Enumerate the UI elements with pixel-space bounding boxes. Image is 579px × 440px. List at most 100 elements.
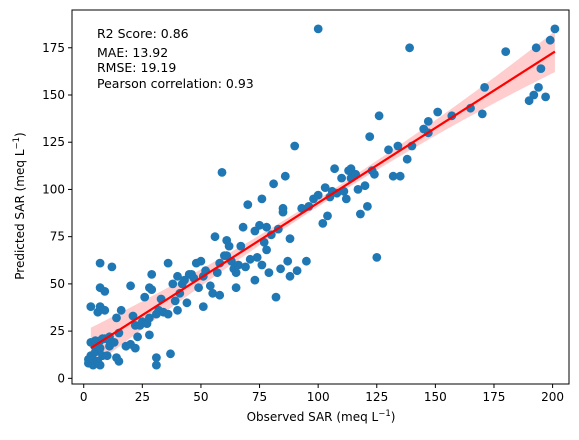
data-point (550, 24, 560, 34)
data-point (208, 288, 218, 298)
data-point (405, 43, 414, 53)
data-point (285, 271, 295, 281)
data-point (337, 173, 346, 183)
data-point (384, 145, 393, 155)
data-point (100, 305, 110, 315)
data-point (224, 241, 234, 251)
data-point (130, 343, 140, 353)
data-point (360, 181, 370, 191)
stats-r2: R2 Score: 0.86 (97, 26, 189, 41)
stats-pearson: Pearson correlation: 0.93 (97, 76, 254, 91)
data-point (198, 302, 208, 311)
data-point (365, 132, 375, 142)
data-point (339, 186, 349, 196)
data-point (231, 283, 241, 293)
data-point (374, 111, 384, 121)
data-point (259, 237, 269, 247)
data-point (395, 171, 405, 181)
data-point (107, 262, 117, 272)
y-tick-label: 75 (50, 230, 65, 244)
data-point (210, 232, 220, 242)
data-point (271, 292, 281, 302)
data-point (163, 309, 173, 319)
data-point (196, 256, 206, 266)
stats-annotation: R2 Score: 0.86 MAE: 13.92 RMSE: 19.19 Pe… (97, 26, 254, 91)
data-point (114, 356, 124, 366)
data-point (353, 185, 363, 194)
y-tick-label: 125 (42, 135, 65, 149)
data-point (313, 24, 323, 34)
data-point (243, 200, 253, 210)
data-point (501, 47, 511, 56)
data-point (541, 92, 550, 102)
data-point (363, 202, 372, 211)
data-point (163, 258, 173, 268)
data-point (128, 311, 138, 321)
data-point (145, 313, 154, 323)
data-point (95, 343, 105, 353)
data-point (212, 268, 222, 277)
data-point (285, 234, 295, 244)
data-point (126, 281, 135, 291)
y-axis-label: Predicted SAR (meq L−1) (12, 132, 27, 279)
data-point (102, 351, 112, 361)
y-tick-label: 150 (42, 88, 65, 102)
data-point (140, 292, 150, 302)
data-point (245, 254, 255, 264)
y-tick-label: 25 (50, 324, 65, 338)
data-point (257, 260, 267, 270)
data-point (133, 332, 143, 342)
data-point (145, 330, 154, 340)
y-tick-label: 50 (50, 277, 65, 291)
x-tick-label: 175 (483, 390, 506, 404)
x-tick-label: 25 (135, 390, 150, 404)
data-point (152, 353, 161, 362)
data-point (182, 298, 192, 308)
data-point (318, 219, 328, 228)
stats-mae: MAE: 13.92 (97, 45, 168, 60)
data-point (173, 305, 182, 315)
data-point (402, 154, 412, 164)
data-point (370, 169, 379, 179)
data-point (170, 296, 180, 306)
data-point (236, 241, 246, 251)
x-tick-label: 0 (80, 390, 88, 404)
x-tick-label: 125 (365, 390, 388, 404)
data-point (166, 349, 175, 359)
data-point (231, 268, 241, 277)
data-point (250, 275, 260, 285)
data-point (477, 109, 487, 119)
data-point (112, 313, 121, 323)
data-point (269, 179, 278, 189)
data-point (95, 360, 105, 370)
data-point (215, 290, 225, 300)
data-point (292, 266, 302, 276)
data-point (536, 64, 546, 73)
data-point (433, 107, 443, 117)
data-point (356, 209, 365, 219)
data-point (388, 171, 398, 181)
x-tick-label: 100 (307, 390, 330, 404)
data-point (529, 90, 539, 100)
data-point (257, 194, 267, 204)
data-point (323, 211, 332, 221)
data-point (100, 287, 110, 296)
data-point (147, 270, 157, 279)
x-tick-label: 50 (193, 390, 208, 404)
stats-rmse: RMSE: 19.19 (97, 60, 176, 75)
x-axis-label: Observed SAR (meq L−1) (247, 409, 396, 424)
data-point (290, 141, 300, 151)
data-point (280, 171, 290, 181)
data-point (173, 271, 182, 281)
data-point (116, 305, 126, 315)
x-axis-ticks: 0 25 50 75 100 125 150 175 200 (80, 384, 564, 404)
data-point (423, 117, 433, 126)
data-point (238, 222, 248, 232)
data-point (330, 164, 339, 174)
x-tick-label: 75 (252, 390, 267, 404)
data-point (534, 83, 543, 92)
x-tick-label: 150 (424, 390, 447, 404)
data-point (152, 360, 161, 370)
data-point (252, 253, 262, 262)
plot-area-frame (71, 9, 570, 385)
